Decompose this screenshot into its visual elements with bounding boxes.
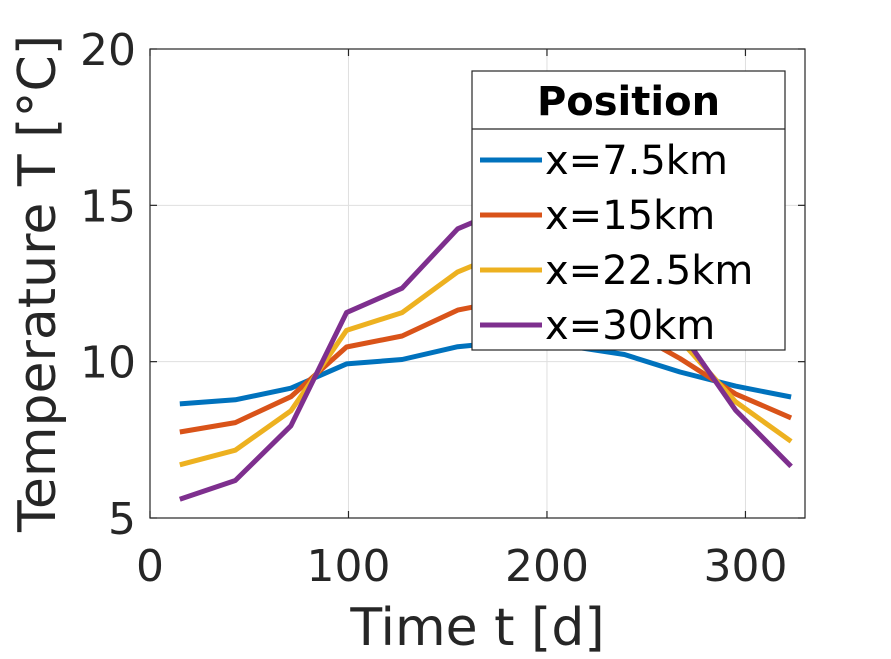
- legend-box: [471, 70, 786, 351]
- legend-label-4: x=30km: [545, 303, 715, 349]
- y-tick-label: 15: [80, 181, 136, 232]
- tick-layer: 0 100 200 300 5 10 15 20: [80, 25, 805, 592]
- x-tick-label: 100: [306, 541, 390, 592]
- x-tick-label: 0: [136, 541, 164, 592]
- y-tick-label: 5: [108, 494, 136, 545]
- legend-title: Position: [537, 79, 720, 125]
- legend-label-3: x=22.5km: [545, 248, 753, 294]
- y-tick-label: 20: [80, 25, 136, 76]
- legend-label-2: x=15km: [545, 193, 715, 239]
- x-tick-label: 300: [703, 541, 787, 592]
- y-axis-label: Temperature T [°C]: [8, 35, 68, 533]
- legend: Position x=7.5km x=15km x=22.5km x=30km: [471, 70, 786, 351]
- x-axis-label: Time t [d]: [349, 598, 604, 658]
- plot-area-frame: [149, 48, 806, 519]
- legend-items: x=7.5km x=15km x=22.5km x=30km: [480, 138, 753, 349]
- x-tick-label: 200: [505, 541, 589, 592]
- y-tick-label: 10: [80, 338, 136, 389]
- legend-label-1: x=7.5km: [545, 138, 728, 184]
